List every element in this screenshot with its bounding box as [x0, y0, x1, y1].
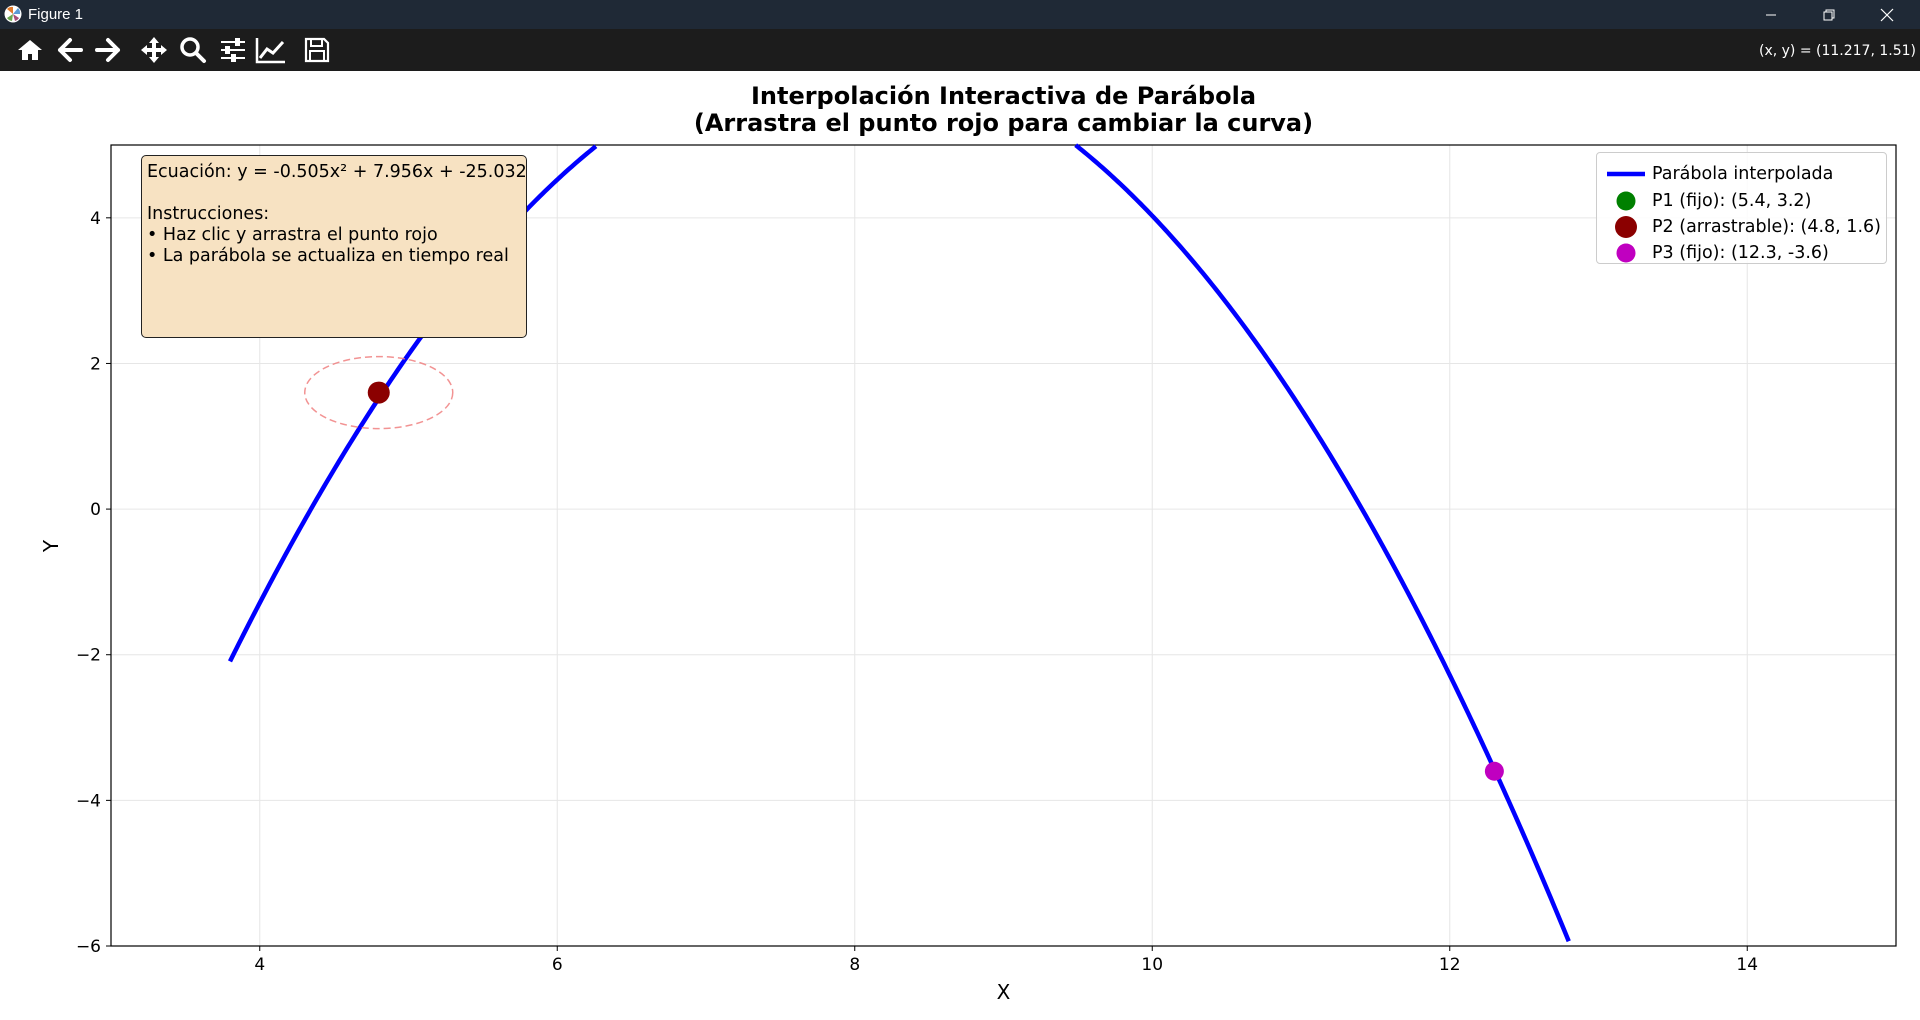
axes-frame — [110, 144, 1897, 947]
x-tick-label: 10 — [1141, 955, 1163, 975]
close-button[interactable] — [1858, 0, 1916, 29]
x-tick-label: 6 — [552, 955, 563, 975]
legend-label-p3: P3 (fijo): (12.3, -3.6) — [1652, 243, 1829, 263]
x-tick-label: 12 — [1439, 955, 1461, 975]
y-tick-label: 2 — [90, 354, 101, 374]
figure-canvas[interactable]: 4 6 8 10 12 14 −6 −4 −2 0 2 4 Interpolación Interac… — [0, 71, 1920, 1020]
legend-swatch-line — [1607, 171, 1645, 177]
y-tick-label: −6 — [76, 937, 101, 957]
point-marker-p2[interactable] — [367, 381, 390, 404]
y-axis-label: Y — [39, 539, 63, 553]
edit-axis-icon — [255, 38, 285, 64]
y-tick-label: 0 — [90, 500, 101, 520]
drag-highlight-ring — [304, 355, 454, 430]
back-arrow-icon — [58, 38, 83, 62]
chart-svg[interactable]: 4 6 8 10 12 14 −6 −4 −2 0 2 4 Interpolación Interac… — [0, 71, 1920, 1020]
cursor-coordinates: (x, y) = (11.217, 1.51) — [1758, 43, 1916, 59]
x-tick-label: 4 — [254, 955, 265, 975]
instruction-line-2: • La parábola se actualiza en tiempo rea… — [147, 246, 509, 266]
legend-label-p1: P1 (fijo): (5.4, 3.2) — [1652, 191, 1812, 211]
legend-item-curve: Parábola interpolada — [1597, 161, 1886, 187]
chart-title-line-2: (Arrastra el punto rojo para cambiar la … — [694, 109, 1313, 137]
legend-label-curve: Parábola interpolada — [1652, 164, 1834, 184]
home-button[interactable] — [12, 33, 48, 67]
close-icon — [1880, 8, 1894, 21]
equation-text: Ecuación: y = -0.505x² + 7.956x + -25.03… — [147, 162, 527, 182]
equation-infobox: Ecuación: y = -0.505x² + 7.956x + -25.03… — [141, 155, 527, 338]
legend-item-p1: P1 (fijo): (5.4, 3.2) — [1597, 188, 1886, 214]
edit-axis-button[interactable] — [253, 33, 289, 67]
legend-label-p2: P2 (arrastrable): (4.8, 1.6) — [1652, 217, 1881, 237]
configure-subplots-button[interactable] — [215, 33, 251, 67]
back-button[interactable] — [52, 33, 88, 67]
minimize-button[interactable] — [1742, 0, 1800, 29]
legend-item-p2: P2 (arrastrable): (4.8, 1.6) — [1597, 214, 1886, 240]
zoom-button[interactable] — [175, 33, 211, 67]
restore-icon — [1823, 9, 1835, 20]
configure-subplots-icon — [221, 38, 245, 62]
save-button[interactable] — [299, 33, 335, 67]
chart-titles: Interpolación Interactiva de Parábola(Ar… — [39, 82, 1313, 1004]
window-title: Figure 1 — [28, 6, 84, 23]
x-tick-label: 14 — [1736, 955, 1758, 975]
y-tick-label: −4 — [76, 791, 101, 811]
matplotlib-logo-icon — [4, 5, 22, 23]
forward-arrow-icon — [95, 38, 120, 62]
window-titlebar: Figure 1 — [0, 0, 1920, 29]
legend-swatch-p3 — [1616, 243, 1636, 263]
zoom-icon — [180, 37, 206, 63]
parabola-curve — [227, 143, 1571, 943]
restore-button[interactable] — [1800, 0, 1858, 29]
forward-button[interactable] — [90, 33, 126, 67]
legend-swatch-p1 — [1616, 191, 1636, 211]
chart-title-line-1: Interpolación Interactiva de Parábola — [751, 82, 1256, 110]
axis-ticks: 4 6 8 10 12 14 −6 −4 −2 0 2 4 — [76, 209, 1758, 975]
x-axis-label: X — [997, 980, 1011, 1004]
pan-button[interactable] — [136, 33, 172, 67]
navigation-toolbar: (x, y) = (11.217, 1.51) — [0, 29, 1920, 71]
chart-legend: Parábola interpolada P1 (fijo): (5.4, 3.… — [1596, 152, 1887, 264]
y-tick-label: 4 — [90, 209, 101, 229]
instruction-line-1: • Haz clic y arrastra el punto rojo — [147, 225, 438, 245]
legend-item-p3: P3 (fijo): (12.3, -3.6) — [1597, 240, 1886, 266]
legend-swatch-p2 — [1615, 216, 1637, 238]
point-marker-p3 — [1484, 761, 1504, 781]
minimize-icon — [1766, 14, 1776, 15]
point-markers[interactable] — [304, 266, 1504, 781]
pan-icon — [141, 37, 167, 63]
x-tick-label: 8 — [849, 955, 860, 975]
home-icon — [18, 40, 42, 60]
instructions-title: Instrucciones: — [147, 204, 270, 224]
y-tick-label: −2 — [76, 646, 101, 666]
save-icon — [304, 37, 330, 63]
